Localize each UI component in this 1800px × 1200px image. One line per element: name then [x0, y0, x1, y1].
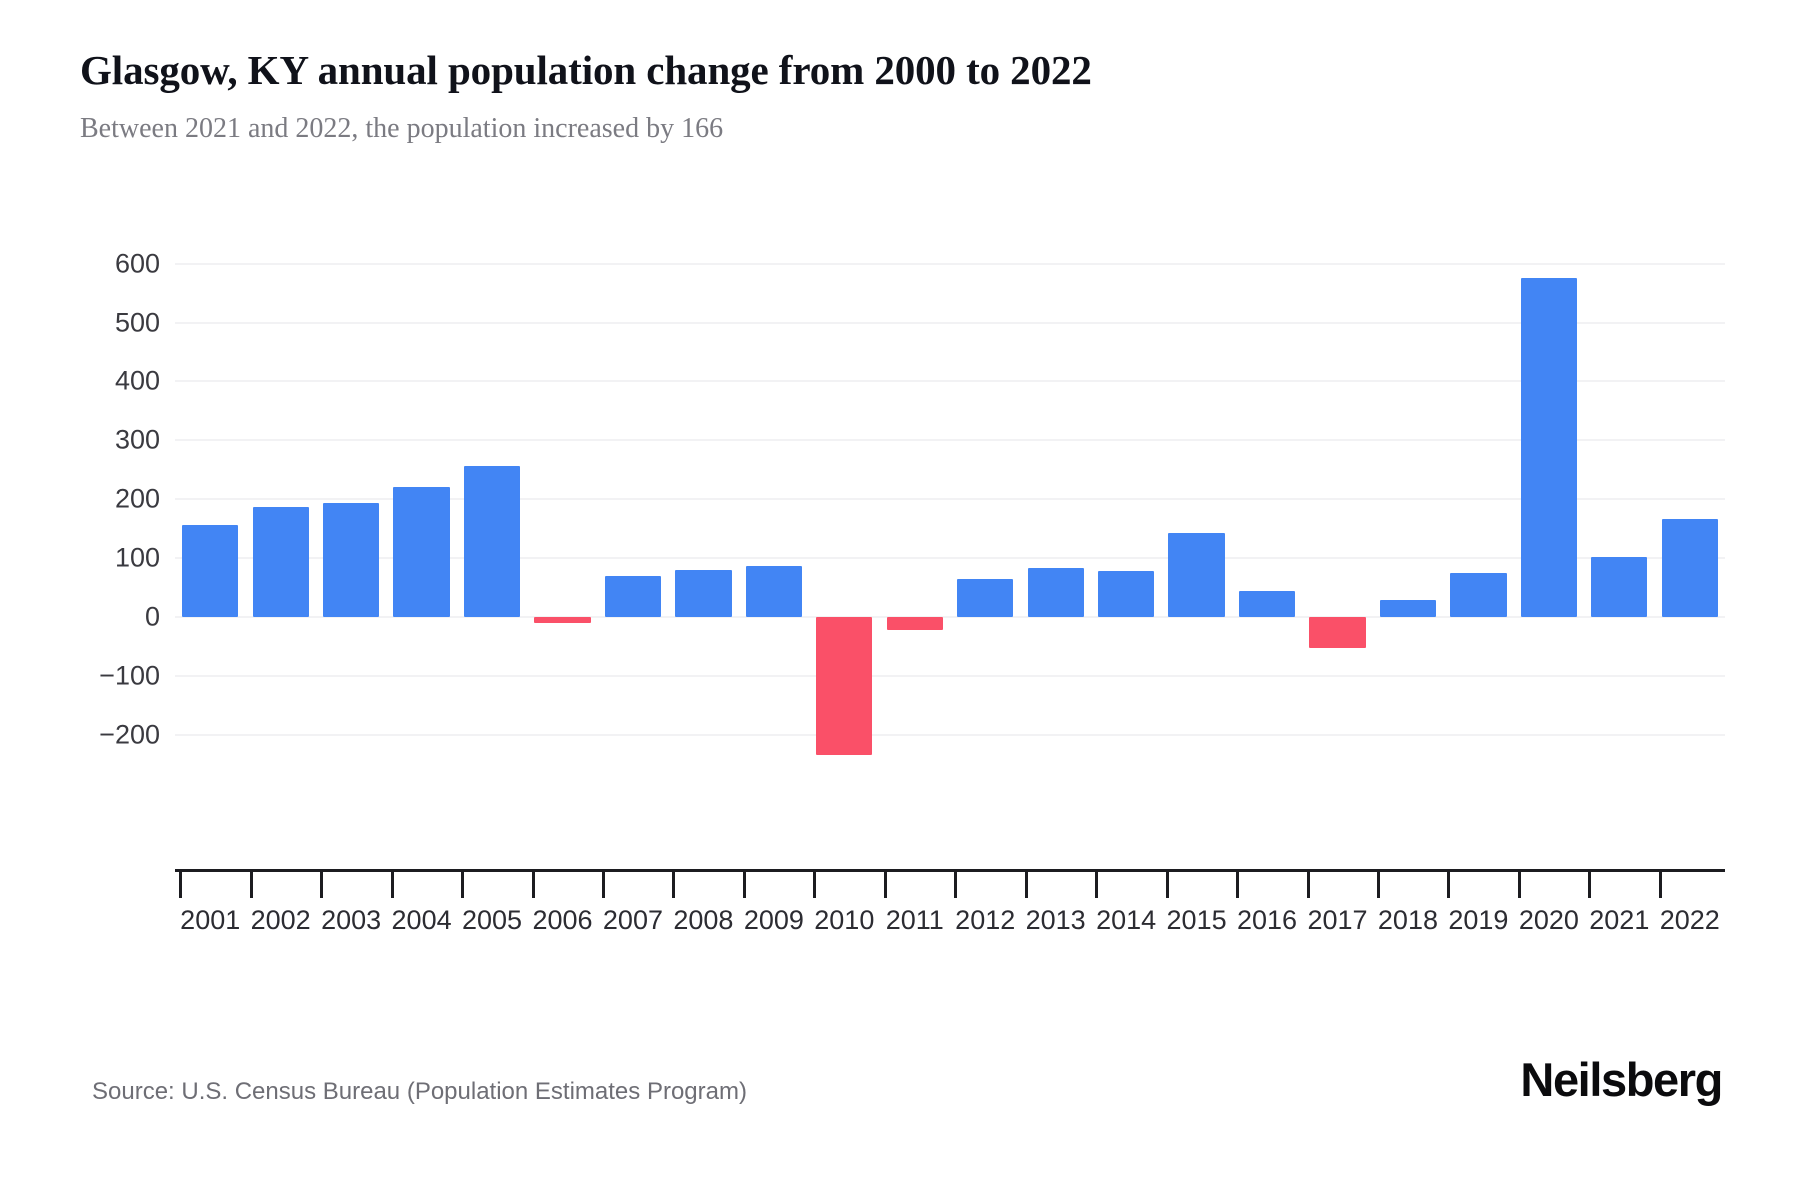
x-axis-tick-mark [813, 872, 817, 898]
x-axis-tick-mark [1165, 872, 1169, 898]
x-axis-tick-mark [390, 872, 394, 898]
y-axis-tick-label: 200 [114, 483, 160, 514]
y-axis-tick-label: 100 [114, 542, 160, 573]
bar-2021[interactable] [1591, 556, 1648, 617]
x-axis-tick-mark [1024, 872, 1028, 898]
bar-2019[interactable] [1450, 573, 1507, 617]
x-axis-tick-label-2019: 2019 [1448, 905, 1509, 935]
gridline-200 [175, 498, 1725, 501]
x-axis-tick-label-2002: 2002 [250, 905, 311, 935]
bar-2022[interactable] [1661, 519, 1718, 617]
y-axis-tick-label: 0 [144, 601, 160, 632]
x-axis-tick-mark [320, 872, 324, 898]
x-axis-tick-label-2004: 2004 [391, 905, 452, 935]
x-axis-tick-mark [461, 872, 465, 898]
x-axis-tick-label-2021: 2021 [1589, 905, 1650, 935]
chart-subtitle: Between 2021 and 2022, the population in… [80, 112, 724, 144]
x-axis-tick-label-2017: 2017 [1307, 905, 1368, 935]
x-axis-tick-label-2013: 2013 [1025, 905, 1086, 935]
bar-2007[interactable] [604, 575, 662, 617]
x-axis-tick-label-2022: 2022 [1659, 905, 1720, 935]
bar-2020[interactable] [1520, 278, 1578, 617]
page-title: Glasgow, KY annual population change fro… [80, 47, 1092, 93]
neilsberg-logo: Neilsberg [1520, 1053, 1723, 1106]
x-axis-tick-label-2016: 2016 [1236, 905, 1298, 935]
chart-header: Glasgow, KY annual population change fro… [80, 47, 1720, 146]
bar-2003[interactable] [322, 502, 380, 617]
x-axis-tick-label-2010: 2010 [814, 905, 875, 935]
bar-2010[interactable] [816, 617, 873, 755]
gridline-0 [175, 616, 1725, 618]
y-axis-tick-label: 600 [114, 248, 160, 279]
bar-2017[interactable] [1309, 617, 1366, 648]
gridline-400 [175, 380, 1725, 383]
bar-2005[interactable] [463, 466, 521, 617]
x-axis-tick-mark [742, 872, 746, 898]
x-axis-tick-label-2008: 2008 [673, 905, 734, 935]
x-axis-tick-mark [883, 872, 887, 898]
y-axis-tick-label: 500 [114, 307, 160, 337]
bar-2013[interactable] [1027, 568, 1084, 617]
x-axis-tick-label-2005: 2005 [461, 905, 523, 935]
x-axis-tick-label-2018: 2018 [1377, 905, 1438, 935]
y-axis-tick-label: 400 [114, 365, 160, 396]
x-axis-tick-mark [1447, 872, 1451, 898]
bar-2002[interactable] [252, 507, 309, 617]
x-axis-tick-mark [672, 872, 676, 898]
bar-2008[interactable] [675, 570, 732, 617]
gridline-100 [175, 557, 1725, 560]
y-axis-tick-label: −100 [99, 660, 160, 691]
x-axis-tick-label-2003: 2003 [321, 905, 382, 935]
x-axis-tick-mark [1658, 872, 1662, 898]
x-axis-tick-label-2006: 2006 [532, 905, 593, 935]
y-axis-tick-label: −200 [99, 719, 160, 750]
bar-2016[interactable] [1238, 591, 1296, 617]
bar-2012[interactable] [957, 578, 1014, 617]
gridline-600 [175, 262, 1725, 265]
x-axis-tick-mark [601, 872, 605, 898]
x-axis-tick-mark [531, 872, 535, 898]
bar-2009[interactable] [745, 565, 803, 617]
bar-2004[interactable] [393, 486, 450, 617]
gridline-300 [175, 439, 1725, 442]
x-axis-tick-mark [1095, 872, 1099, 898]
x-axis-tick-label-2012: 2012 [955, 905, 1016, 935]
x-axis-tick-label-2009: 2009 [743, 905, 804, 935]
x-axis-tick-mark [1306, 872, 1310, 898]
bar-2011[interactable] [886, 617, 943, 630]
x-axis-tick-mark [1376, 872, 1380, 898]
gridline--100 [175, 674, 1725, 677]
bar-2015[interactable] [1168, 532, 1225, 617]
bar-2018[interactable] [1379, 599, 1437, 617]
x-axis-tick-mark [179, 872, 183, 898]
gridline--200 [175, 733, 1725, 736]
x-axis-tick-label-2020: 2020 [1518, 905, 1579, 935]
source-caption: Source: U.S. Census Bureau (Population E… [92, 1078, 747, 1105]
x-axis-line [175, 869, 1725, 872]
y-axis-tick-label: 300 [114, 424, 160, 455]
x-axis-tick-mark [1236, 872, 1240, 898]
bar-2006[interactable] [534, 617, 591, 623]
x-axis-tick-mark [1517, 872, 1521, 898]
x-axis-tick-mark [954, 872, 958, 898]
x-axis-tick-label-2007: 2007 [602, 905, 663, 935]
x-axis-tick-label-2015: 2015 [1166, 905, 1227, 935]
bar-2001[interactable] [182, 524, 239, 617]
x-axis-tick-mark [1588, 872, 1592, 898]
bar-2014[interactable] [1097, 571, 1155, 617]
x-axis-tick-label-2011: 2011 [885, 905, 944, 935]
x-axis-tick-label-2001: 2001 [180, 905, 241, 935]
x-axis-tick-mark [249, 872, 253, 898]
x-axis-tick-label-2014: 2014 [1096, 905, 1157, 935]
gridline-500 [175, 321, 1725, 324]
